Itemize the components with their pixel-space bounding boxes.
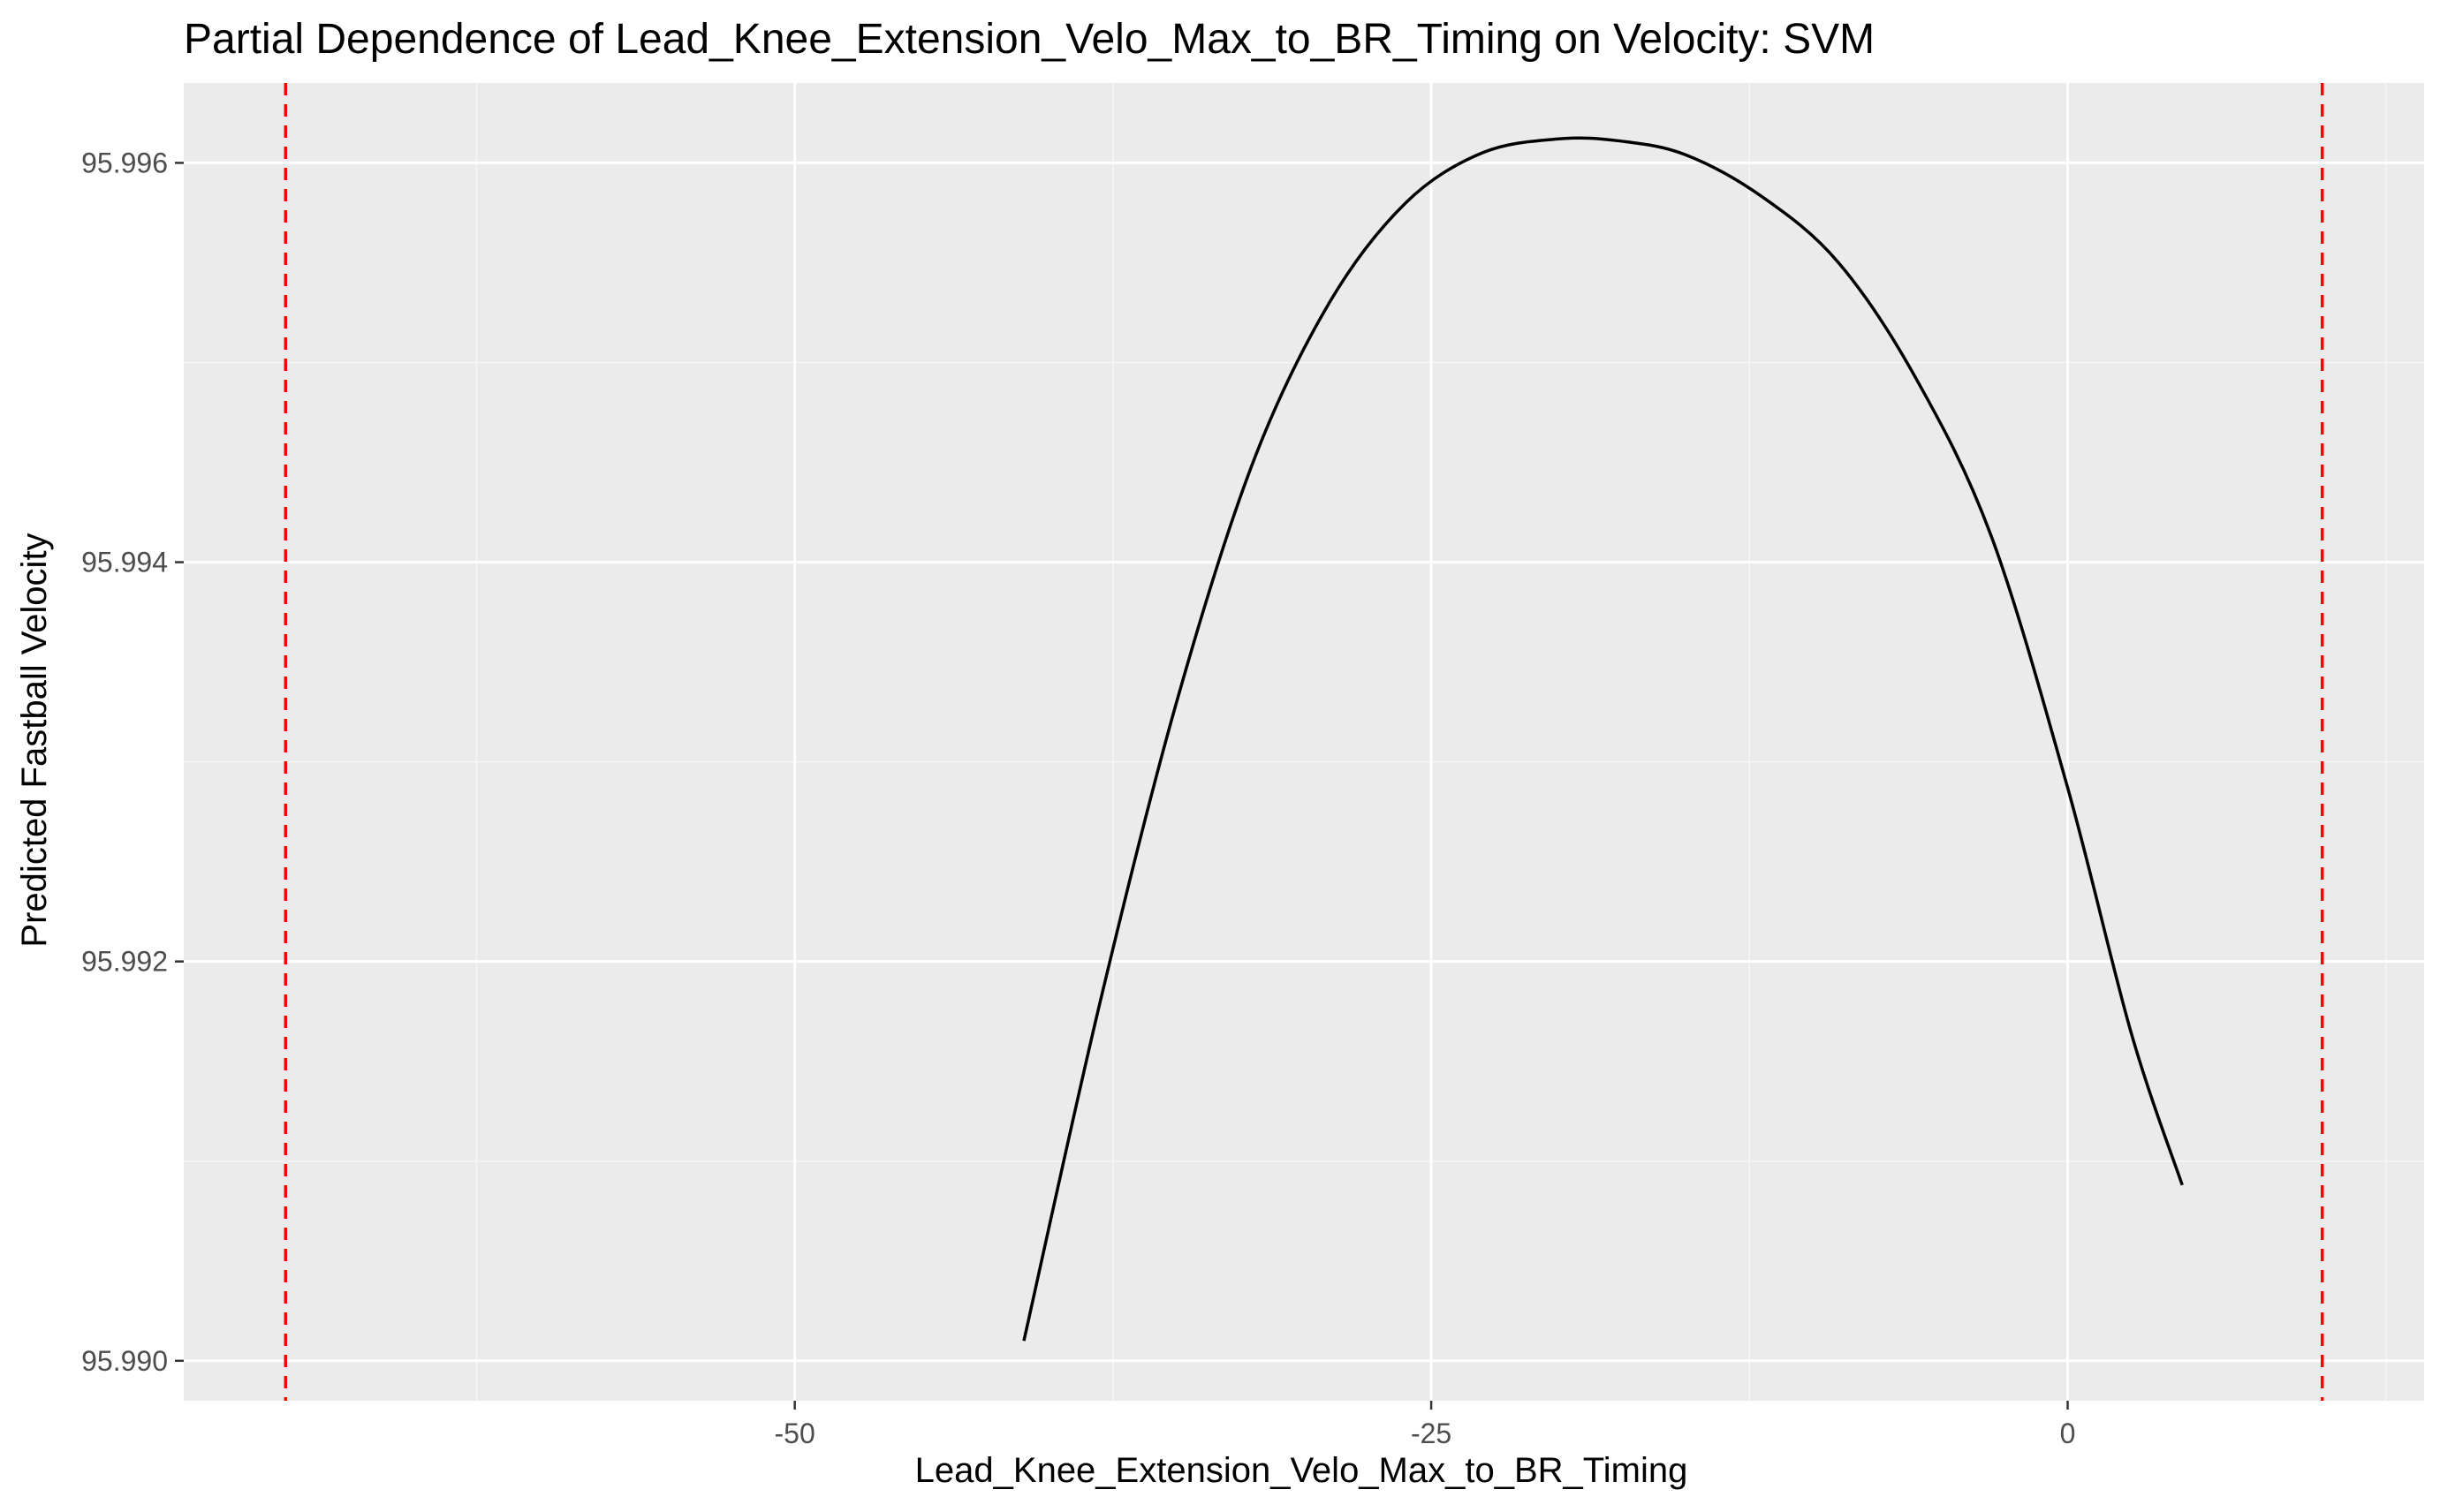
chart-title: Partial Dependence of Lead_Knee_Extensio…	[184, 16, 1875, 63]
x-tick-label: -25	[1411, 1418, 1451, 1449]
series-line	[1022, 136, 2184, 1342]
y-tick-label: 95.996	[81, 147, 168, 178]
y-tick-label: 95.994	[81, 547, 168, 578]
x-tick-label: 0	[2060, 1418, 2076, 1449]
plot-panel	[184, 83, 2424, 1401]
data-layer	[284, 83, 2324, 1401]
axes: -50 -25 0 95.990 95.992 95.994 95.996	[81, 147, 2075, 1449]
y-tick-label: 95.990	[81, 1345, 168, 1377]
panel-background	[184, 83, 2424, 1401]
y-tick-label: 95.992	[81, 946, 168, 978]
x-axis-title: Lead_Knee_Extension_Velo_Max_to_BR_Timin…	[915, 1451, 1688, 1490]
x-tick-label: -50	[775, 1418, 815, 1449]
y-axis-title: Predicted Fastball Velocity	[15, 533, 54, 947]
